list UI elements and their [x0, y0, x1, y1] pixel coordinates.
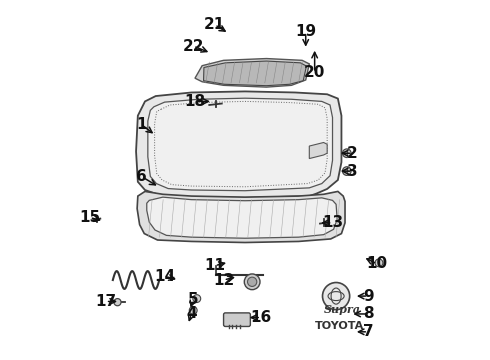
FancyBboxPatch shape [223, 313, 250, 327]
Text: 20: 20 [304, 65, 325, 80]
Polygon shape [309, 143, 327, 158]
Circle shape [375, 259, 383, 267]
Circle shape [322, 283, 350, 310]
Circle shape [343, 149, 351, 157]
Text: 21: 21 [204, 17, 225, 32]
Polygon shape [147, 197, 337, 238]
Text: 7: 7 [363, 324, 373, 339]
Text: 12: 12 [213, 273, 234, 288]
Text: 8: 8 [363, 306, 373, 321]
Text: 4: 4 [186, 306, 196, 321]
Polygon shape [195, 59, 309, 87]
Text: 18: 18 [184, 94, 205, 109]
Text: 14: 14 [154, 269, 175, 284]
Circle shape [193, 295, 201, 302]
Text: 10: 10 [367, 256, 388, 271]
Text: 3: 3 [347, 163, 358, 179]
Circle shape [245, 274, 260, 290]
Text: 17: 17 [95, 294, 116, 309]
Text: 13: 13 [322, 215, 343, 230]
Text: 11: 11 [204, 258, 225, 273]
Polygon shape [148, 98, 333, 191]
Circle shape [189, 306, 197, 314]
Text: 9: 9 [363, 289, 373, 303]
Polygon shape [136, 91, 342, 198]
Text: 2: 2 [347, 146, 358, 161]
Text: 19: 19 [295, 24, 316, 39]
Text: 6: 6 [136, 169, 147, 184]
Text: 5: 5 [188, 292, 198, 307]
Text: 16: 16 [250, 310, 271, 325]
Text: Supra: Supra [323, 304, 361, 315]
Text: TOYOTA: TOYOTA [315, 321, 364, 331]
Text: 1: 1 [136, 117, 147, 132]
Text: 22: 22 [182, 39, 204, 54]
Text: 15: 15 [79, 210, 100, 225]
Circle shape [114, 298, 121, 306]
Circle shape [247, 277, 257, 287]
Polygon shape [203, 61, 306, 86]
Polygon shape [137, 192, 345, 243]
Circle shape [343, 167, 351, 175]
